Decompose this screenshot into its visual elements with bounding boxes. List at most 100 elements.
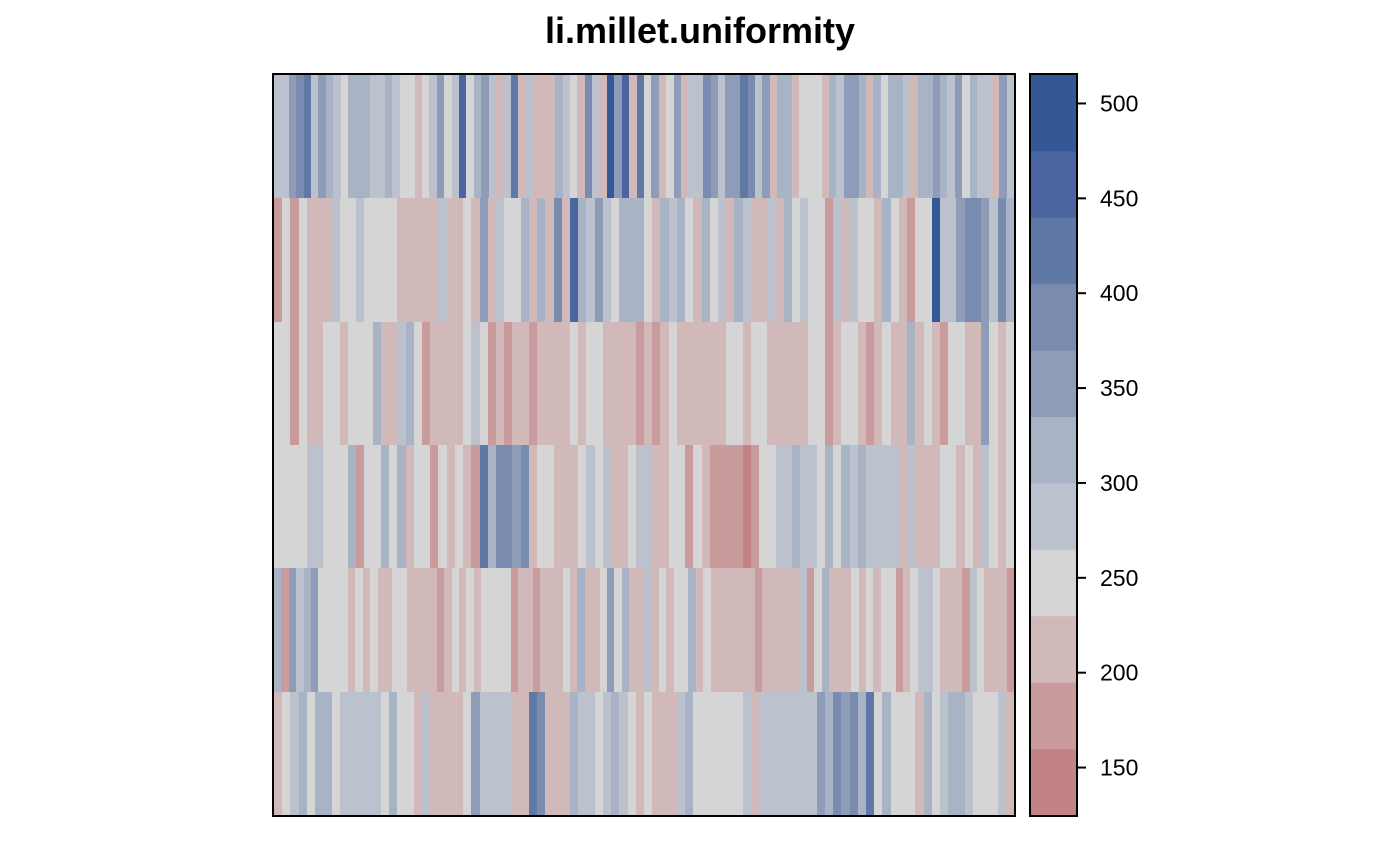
heatmap-cell [348, 75, 356, 199]
heatmap-cell [888, 75, 897, 199]
heatmap-cell [463, 198, 472, 323]
heatmap-cell [726, 322, 735, 446]
heatmap-cell [681, 568, 689, 693]
heatmap-cell [430, 445, 439, 569]
heatmap-cell [770, 568, 778, 693]
heatmap-cell [711, 75, 719, 199]
heatmap-cell [392, 75, 401, 199]
heatmap-cell [555, 75, 564, 199]
heatmap-cell [659, 75, 667, 199]
heatmap-cell [784, 692, 793, 816]
colorbar-border [1029, 73, 1078, 817]
heatmap-cell [740, 568, 749, 693]
heatmap-cell [660, 445, 670, 569]
heatmap-cell [873, 75, 882, 199]
heatmap-cell [603, 322, 612, 446]
heatmap-cell [438, 198, 448, 323]
heatmap-cell [808, 322, 818, 446]
heatmap-cell [355, 75, 364, 199]
heatmap-cell [644, 75, 652, 199]
heatmap-cell [554, 198, 563, 323]
heatmap-cell [918, 75, 926, 199]
heatmap-cell [364, 198, 374, 323]
heatmap-cell [488, 198, 497, 323]
heatmap-cell [348, 692, 357, 816]
heatmap-cell [851, 568, 860, 693]
heatmap-cell [669, 198, 678, 323]
colorbar-swatch [1031, 416, 1076, 484]
heatmap-cell [315, 198, 324, 323]
heatmap-cell [471, 445, 481, 569]
heatmap-cell [356, 322, 365, 446]
heatmap-cell [925, 568, 934, 693]
heatmap-cell [562, 692, 571, 816]
heatmap-cell [400, 75, 408, 199]
heatmap-cell [651, 75, 660, 199]
heatmap-cell [406, 198, 415, 323]
heatmap-cell [947, 75, 956, 199]
heatmap-cell [289, 568, 297, 693]
heatmap-cell [290, 692, 300, 816]
heatmap-cell [545, 322, 555, 446]
heatmap-cell [480, 322, 489, 446]
heatmap-cell [799, 568, 808, 693]
heatmap-cell [844, 568, 852, 693]
heatmap-cell [586, 198, 596, 323]
heatmap-cell [422, 322, 431, 446]
heatmap-cell [693, 692, 703, 816]
heatmap-cell [743, 322, 752, 446]
heatmap-cell [578, 198, 587, 323]
heatmap-cell [962, 75, 971, 199]
heatmap-cells [274, 75, 1015, 816]
heatmap-cell [373, 692, 382, 816]
heatmap-cell [866, 568, 874, 693]
heatmap-cell [973, 445, 982, 569]
heatmap-cell [526, 568, 534, 693]
heatmap-cell [430, 692, 439, 816]
heatmap-cell [770, 75, 778, 199]
heatmap-cell [570, 75, 578, 199]
heatmap-cell [660, 198, 670, 323]
heatmap-cell [918, 568, 926, 693]
heatmap-cell [718, 75, 726, 199]
heatmap-cell [340, 322, 349, 446]
heatmap-cell [807, 75, 815, 199]
heatmap-cell [874, 198, 883, 323]
heatmap-cell [586, 322, 596, 446]
heatmap-cell [455, 445, 464, 569]
heatmap-cell [907, 198, 916, 323]
heatmap-cell [703, 75, 712, 199]
heatmap-cell [924, 692, 933, 816]
heatmap-cell [800, 692, 809, 816]
heatmap-cell [315, 322, 324, 446]
heatmap-cell [998, 692, 1007, 816]
heatmap-cell [397, 692, 407, 816]
colorbar [1031, 75, 1076, 816]
heatmap-cell [829, 75, 837, 199]
heatmap-cell [718, 445, 727, 569]
heatmap-cell [363, 75, 371, 199]
heatmap-cell [274, 75, 282, 199]
heatmap-cell [685, 322, 694, 446]
heatmap-cell [777, 568, 786, 693]
heatmap-cell [702, 692, 711, 816]
heatmap-cell [512, 322, 522, 446]
heatmap-cell [459, 75, 467, 199]
heatmap-cell [776, 322, 785, 446]
heatmap-cell [666, 75, 675, 199]
heatmap-cell [1006, 322, 1015, 446]
heatmap-cell [660, 322, 670, 446]
heatmap-cell [899, 445, 908, 569]
heatmap-cell [910, 568, 919, 693]
heatmap-cell [866, 322, 875, 446]
heatmap-cell [685, 445, 694, 569]
heatmap-cell [925, 75, 934, 199]
colorbar-tick-label: 500 [1100, 90, 1138, 116]
heatmap-cell [841, 445, 851, 569]
heatmap-cell [348, 568, 356, 693]
heatmap-cell [533, 75, 541, 199]
heatmap-cell [956, 692, 966, 816]
heatmap-cell [956, 198, 966, 323]
heatmap-cell [800, 198, 809, 323]
